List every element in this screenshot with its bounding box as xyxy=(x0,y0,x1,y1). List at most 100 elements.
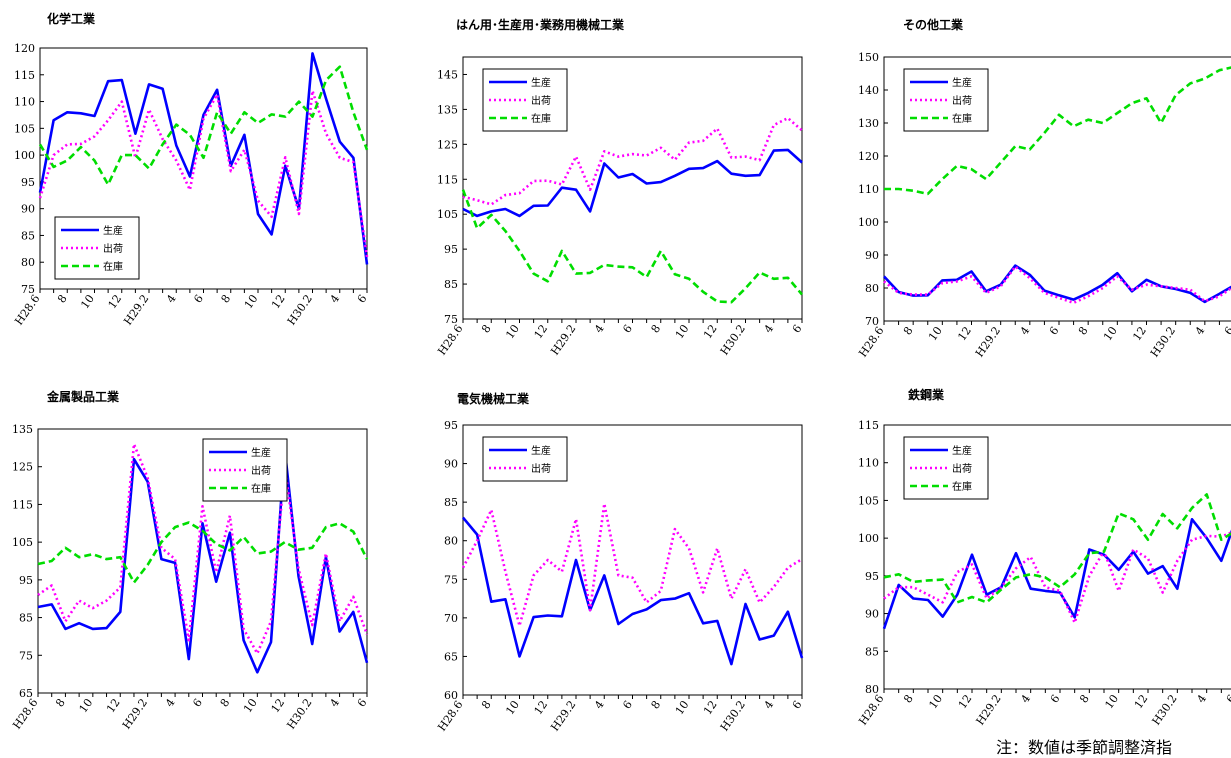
series-line-production xyxy=(37,448,369,674)
y-tick-label: 70 xyxy=(865,315,879,328)
series-line-production xyxy=(38,52,369,265)
x-tick-label: H28.6 xyxy=(12,292,42,327)
y-tick-label: 150 xyxy=(858,52,879,64)
y-tick-label: 90 xyxy=(444,458,458,471)
series-line-shipment xyxy=(461,502,803,627)
x-tick-label: 6 xyxy=(790,698,805,711)
legend-label: 生産 xyxy=(531,444,551,457)
x-tick-label: H28.6 xyxy=(435,698,465,733)
y-tick-label: 90 xyxy=(865,249,879,262)
chart-title: 鉄鋼業 xyxy=(908,388,945,402)
x-tick-label: 10 xyxy=(503,322,522,341)
y-tick-label: 85 xyxy=(19,612,33,625)
y-tick-label: 110 xyxy=(858,183,879,196)
series-line-shipment xyxy=(883,531,1231,624)
x-tick-label: 12 xyxy=(1130,324,1149,343)
legend-label: 出荷 xyxy=(952,462,972,475)
y-tick-label: 85 xyxy=(444,278,458,291)
x-tick-label: 6 xyxy=(1048,692,1063,705)
x-tick-label: 8 xyxy=(218,696,233,709)
y-tick-label: 95 xyxy=(444,243,458,256)
legend-label: 在庫 xyxy=(952,112,972,125)
legend-label: 出荷 xyxy=(952,94,972,107)
legend-box xyxy=(482,436,568,482)
x-tick-label: 12 xyxy=(955,324,974,343)
y-tick-label: 75 xyxy=(444,313,458,326)
x-tick-label: H30.2 xyxy=(285,292,315,327)
x-tick-label: 8 xyxy=(53,696,68,709)
x-tick-label: 10 xyxy=(926,324,945,343)
y-tick-label: 125 xyxy=(12,461,33,474)
y-tick-label: 115 xyxy=(14,69,35,82)
y-tick-label: 75 xyxy=(444,573,458,586)
series-line-inventory xyxy=(883,493,1231,604)
series-line-shipment xyxy=(883,265,1231,305)
y-tick-label: 70 xyxy=(444,612,458,625)
y-tick-label: 110 xyxy=(14,96,35,109)
legend-label: 在庫 xyxy=(952,480,972,493)
x-tick-label: 4 xyxy=(1018,692,1033,705)
legend-label: 生産 xyxy=(952,76,972,89)
x-tick-label: 12 xyxy=(106,292,125,311)
y-tick-label: 75 xyxy=(19,649,33,662)
x-tick-label: 10 xyxy=(673,322,692,341)
y-tick-label: 120 xyxy=(14,42,35,55)
x-tick-label: 8 xyxy=(901,324,916,337)
y-tick-label: 125 xyxy=(437,138,458,151)
x-tick-label: 12 xyxy=(104,696,123,715)
y-tick-label: 85 xyxy=(444,496,458,509)
legend-label: 在庫 xyxy=(251,482,271,495)
legend-label: 出荷 xyxy=(531,94,551,107)
y-tick-label: 115 xyxy=(858,420,879,432)
x-tick-label: H29.2 xyxy=(548,698,578,733)
x-tick-label: H29.2 xyxy=(974,692,1004,727)
x-tick-label: H28.6 xyxy=(10,696,40,731)
x-tick-label: 8 xyxy=(479,698,494,711)
legend-label: 生産 xyxy=(103,224,123,237)
y-tick-label: 100 xyxy=(858,216,879,229)
x-tick-label: 10 xyxy=(77,696,96,715)
x-tick-label: 6 xyxy=(355,696,370,709)
x-tick-label: H30.2 xyxy=(1148,324,1178,359)
x-tick-label: 6 xyxy=(1224,692,1231,705)
x-tick-label: 6 xyxy=(620,322,635,335)
y-tick-label: 75 xyxy=(21,283,35,296)
y-tick-label: 95 xyxy=(444,420,458,432)
x-tick-label: 10 xyxy=(241,696,260,715)
series-line-production xyxy=(462,148,803,218)
legend-label: 出荷 xyxy=(103,242,123,255)
series-line-production xyxy=(882,518,1231,630)
x-tick-label: 8 xyxy=(479,322,494,335)
y-tick-label: 105 xyxy=(14,122,35,135)
x-tick-label: 12 xyxy=(701,698,720,717)
x-tick-label: 4 xyxy=(328,292,343,305)
legend-label: 在庫 xyxy=(531,112,551,125)
x-tick-label: 8 xyxy=(219,292,234,305)
y-tick-label: 135 xyxy=(12,423,33,436)
x-tick-label: 12 xyxy=(1132,692,1151,711)
x-tick-label: H28.6 xyxy=(856,692,886,727)
y-tick-label: 80 xyxy=(865,282,879,295)
x-tick-label: 4 xyxy=(164,292,179,305)
legend-label: 生産 xyxy=(952,444,972,457)
series-line-inventory xyxy=(38,65,369,186)
chart-title: その他工業 xyxy=(903,18,964,32)
x-tick-label: 4 xyxy=(1018,324,1033,337)
y-tick-label: 105 xyxy=(858,494,879,507)
x-tick-label: 4 xyxy=(163,696,178,709)
series-line-production xyxy=(462,516,804,666)
y-tick-label: 140 xyxy=(858,84,879,97)
x-tick-label: 10 xyxy=(503,698,522,717)
footnote: 注：数値は季節調整済指 xyxy=(996,738,1173,757)
x-tick-label: 6 xyxy=(355,292,370,305)
legend-label: 出荷 xyxy=(251,464,271,477)
chart-title: 化学工業 xyxy=(47,12,96,26)
y-tick-label: 100 xyxy=(14,149,35,162)
